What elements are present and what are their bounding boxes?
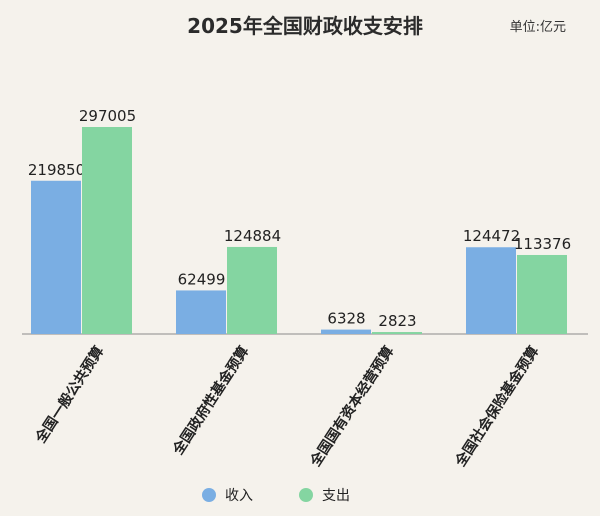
legend-label-income: 收入 (225, 488, 253, 504)
bar-income-3 (321, 329, 371, 334)
bar-expense-3 (372, 332, 422, 334)
category-label-4: 全国社会保险基金预算 (451, 343, 542, 471)
value-label-income-3: 6328 (327, 310, 365, 328)
value-label-income-4: 124472 (463, 227, 520, 245)
value-label-income-1: 219850 (28, 161, 85, 179)
bar-income-2 (176, 290, 226, 334)
value-label-expense-3: 2823 (378, 312, 416, 330)
bars-group: 219850 297005 全国一般公共预算 62499 124884 全国政府性基金预算… (28, 107, 571, 470)
legend-label-expense: 支出 (322, 488, 350, 504)
category-label-3: 全国国有资本经营预算 (306, 343, 397, 471)
bar-expense-1 (82, 127, 132, 334)
value-label-expense-1: 297005 (79, 107, 136, 125)
value-label-expense-4: 113376 (514, 235, 571, 253)
bar-income-4 (466, 247, 516, 334)
legend-marker-income (202, 488, 216, 502)
value-label-expense-2: 124884 (224, 227, 281, 245)
category-label-2: 全国政府性基金预算 (169, 343, 252, 459)
bar-expense-2 (227, 246, 277, 334)
value-label-income-2: 62499 (178, 270, 226, 288)
unit-label: 单位:亿元 (510, 20, 566, 35)
bar-expense-4 (517, 254, 567, 334)
category-label-1: 全国一般公共预算 (32, 343, 108, 447)
legend-marker-expense (299, 488, 313, 502)
bar-income-1 (31, 180, 81, 334)
legend: 收入 支出 (202, 488, 350, 504)
chart-title: 2025年全国财政收支安排 (187, 14, 423, 38)
